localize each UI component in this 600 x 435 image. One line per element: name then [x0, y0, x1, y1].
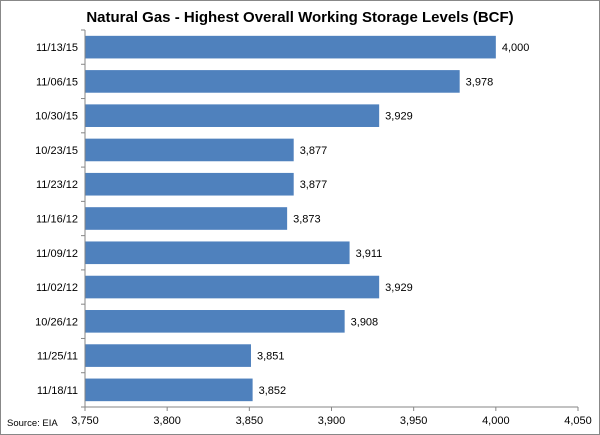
bar	[85, 344, 251, 367]
x-tick-label: 3,850	[236, 415, 264, 427]
bar	[85, 70, 460, 93]
category-label: 11/25/11	[37, 351, 78, 363]
value-label: 3,851	[257, 351, 285, 363]
bar	[85, 172, 294, 196]
bar	[85, 207, 288, 230]
bar	[85, 138, 294, 162]
category-label: 11/09/12	[36, 248, 78, 260]
x-tick-label: 3,950	[400, 415, 428, 427]
category-label: 10/26/12	[35, 316, 78, 328]
category-label: 10/23/15	[35, 145, 78, 157]
category-label: 11/02/12	[36, 282, 78, 294]
value-label: 3,852	[259, 385, 287, 397]
category-label: 11/16/12	[36, 214, 78, 226]
x-tick-label: 3,900	[318, 415, 346, 427]
category-label: 11/13/15	[36, 42, 78, 54]
x-tick-label: 4,050	[564, 415, 592, 427]
bar	[85, 104, 380, 127]
value-label: 3,978	[466, 76, 494, 88]
bar	[85, 241, 350, 265]
chart-title: Natural Gas - Highest Overall Working St…	[86, 9, 514, 26]
category-label: 10/30/15	[35, 111, 78, 123]
value-label: 3,873	[293, 214, 321, 226]
category-label: 11/06/15	[36, 76, 78, 88]
x-tick-label: 4,000	[482, 415, 510, 427]
value-label: 3,877	[300, 145, 328, 157]
category-label: 11/18/11	[37, 385, 78, 397]
value-label: 3,929	[385, 111, 413, 123]
source-note: Source: EIA	[7, 418, 58, 429]
x-tick-label: 3,800	[153, 415, 181, 427]
value-label: 3,908	[351, 316, 379, 328]
value-label: 4,000	[502, 42, 530, 54]
value-label: 3,911	[356, 248, 383, 260]
bar	[85, 35, 496, 59]
category-label: 11/23/12	[36, 179, 78, 191]
value-label: 3,877	[300, 179, 328, 191]
bar	[85, 310, 345, 333]
bar	[85, 378, 253, 402]
x-tick-label: 3,750	[71, 415, 99, 427]
bar	[85, 275, 380, 299]
value-label: 3,929	[385, 282, 413, 294]
